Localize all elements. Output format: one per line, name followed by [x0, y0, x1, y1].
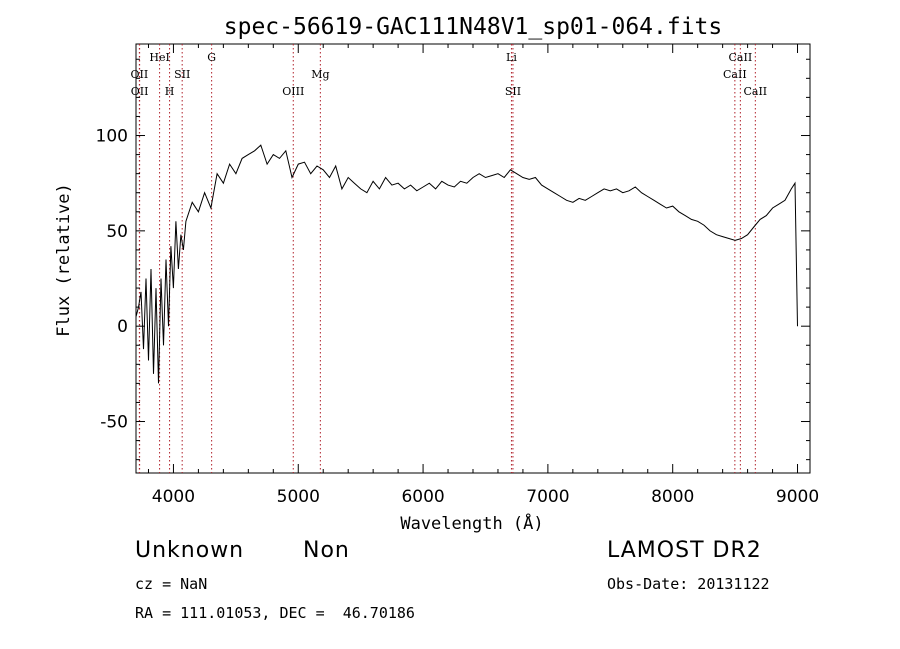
spectral-subclass: Non: [303, 538, 350, 563]
spectrum-line: [135, 144, 798, 384]
line-label-mg-7: Mg: [311, 68, 329, 81]
chart-title: spec-56619-GAC111N48V1_sp01-064.fits: [224, 14, 723, 40]
y-tick-label-1: 0: [117, 317, 128, 337]
spectral-line-markers: [138, 44, 756, 473]
plot-frame: [135, 43, 811, 474]
x-tick-label-5: 9000: [776, 487, 819, 507]
spectral-class: Unknown: [135, 538, 245, 563]
survey-name: LAMOST DR2: [607, 538, 762, 563]
x-tick-label-4: 8000: [651, 487, 694, 507]
line-label-oii-0: OII: [131, 68, 149, 81]
line-label-sii-9: SII: [505, 85, 521, 98]
line-label-g-5: G: [207, 51, 216, 64]
y-axis-ticks: -50 0 50 100: [96, 58, 810, 461]
y-axis-label: Flux (relative): [54, 183, 74, 337]
x-axis-label: Wavelength (Å): [400, 512, 543, 534]
line-label-caii-12: CaII: [743, 85, 767, 98]
x-tick-label-2: 6000: [401, 487, 444, 507]
coordinates-text: RA = 111.01053, DEC = 46.70186: [135, 604, 415, 622]
y-tick-label-3: 100: [96, 127, 128, 147]
line-label-oiii-6: OIII: [282, 85, 304, 98]
x-tick-label-1: 5000: [277, 487, 320, 507]
redshift-text: cz = NaN: [135, 575, 208, 593]
x-tick-label-3: 7000: [526, 487, 569, 507]
x-tick-label-0: 4000: [152, 487, 195, 507]
y-tick-label-2: 50: [106, 222, 128, 242]
line-label-li-8: Li: [506, 51, 517, 64]
line-label-caii-10: CaII: [723, 68, 747, 81]
line-label-caii-11: CaII: [729, 51, 753, 64]
line-label-oii-1: OII: [131, 85, 149, 98]
y-tick-label-0: -50: [100, 413, 128, 433]
line-label-h-3: H: [165, 85, 175, 98]
line-label-sii-4: SII: [174, 68, 190, 81]
x-axis-ticks: 4000 5000 6000 7000 8000 9000: [147, 44, 819, 507]
line-label-hei-2: HeI: [149, 51, 169, 64]
observation-date: Obs-Date: 20131122: [607, 575, 770, 593]
